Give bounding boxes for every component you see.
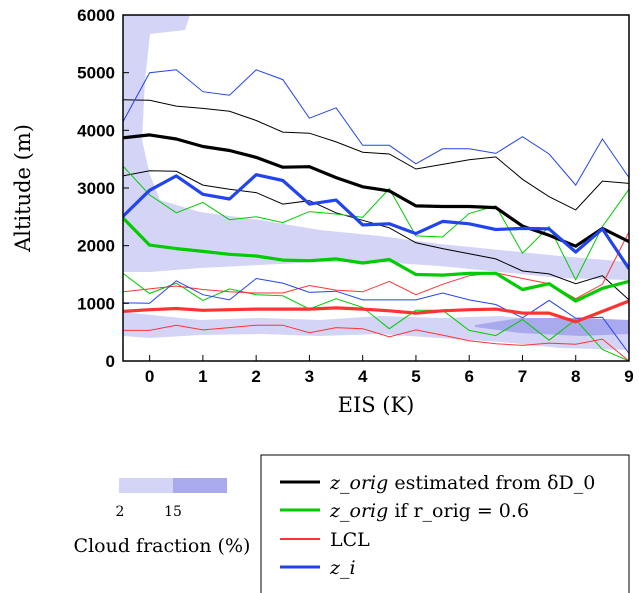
legend-label-lcl: LCL: [330, 529, 370, 551]
legend-label-zorig-r06-text: if r_orig = 0.6: [388, 500, 529, 522]
x-tick-label: 0: [145, 367, 154, 386]
series-zorig_dD0-line: [123, 133, 629, 248]
y-tick-label: 3000: [77, 179, 115, 198]
cloud-shading-dense: [475, 318, 629, 336]
x-tick-label: 6: [464, 367, 473, 386]
x-tick-label: 7: [518, 367, 527, 386]
y-tick-label: 1000: [77, 294, 115, 313]
series-zi-upper-bound-line: [123, 69, 629, 186]
legend-label-zi: z_i: [329, 557, 356, 579]
y-tick-label: 6000: [77, 6, 115, 25]
y-axis-title: Altitude (m): [11, 124, 35, 253]
series-zorig_dD0-upper-bound-line: [123, 99, 629, 211]
x-tick-label: 8: [571, 367, 580, 386]
y-tick-label: 0: [106, 352, 115, 371]
x-tick-label: 2: [251, 367, 260, 386]
cloud-fraction-level-2: 2: [116, 504, 125, 520]
cloud-fraction-title: Cloud fraction (%): [74, 535, 251, 557]
x-tick-label: 4: [358, 367, 368, 386]
legend-label-zorig-r06: z_orig if r_orig = 0.6: [329, 500, 529, 522]
cloud-fraction-swatch-high: [173, 478, 227, 493]
series-layer: [123, 69, 629, 361]
cloud-fraction-level-15: 15: [164, 504, 182, 520]
cloud-fraction-shading: [123, 15, 629, 350]
series-lcl-upper-bound-line: [123, 231, 629, 300]
cloud-fraction-swatch-low: [119, 478, 173, 493]
y-tick-label: 4000: [77, 121, 115, 140]
x-tick-label: 5: [411, 367, 420, 386]
x-axis-title: EIS (K): [338, 393, 415, 417]
series-zorig_r06-line: [123, 216, 629, 303]
plot-area: [122, 14, 630, 362]
y-tick-label: 5000: [77, 64, 115, 83]
x-tick-label: 9: [624, 367, 633, 386]
series-zi-lower-bound-line: [123, 277, 629, 354]
legend-label-zorig-r06-math: z_orig: [329, 500, 388, 522]
tick-layer: 0 1 2 3 4 5 6 7 8 9 0 1000 2000 3000 4000 5000 6000: [77, 6, 634, 386]
series-zorig_r06-upper-bound-line: [123, 165, 629, 281]
series-lcl-line: [123, 299, 629, 324]
legend-label-zorig-dD0-math: z_orig: [329, 472, 388, 494]
y-tick-label: 2000: [77, 237, 115, 256]
series-zorig_r06-lower-bound-line: [123, 272, 629, 361]
legend-label-zorig-dD0: z_orig estimated from δD_0: [329, 472, 595, 494]
series-zi-line: [123, 173, 629, 270]
legend-label-zorig-dD0-text: estimated from δD_0: [388, 472, 595, 494]
x-tick-label: 1: [198, 367, 207, 386]
legend: z_orig estimated from δD_0 z_orig if r_o…: [260, 454, 630, 593]
cloud-fraction-legend: 2 15 Cloud fraction (%): [74, 478, 251, 557]
x-tick-label: 3: [305, 367, 314, 386]
series-lcl-lower-bound-line: [123, 324, 629, 361]
cloud-shading-column: [123, 15, 629, 280]
legend-box: [260, 454, 630, 593]
